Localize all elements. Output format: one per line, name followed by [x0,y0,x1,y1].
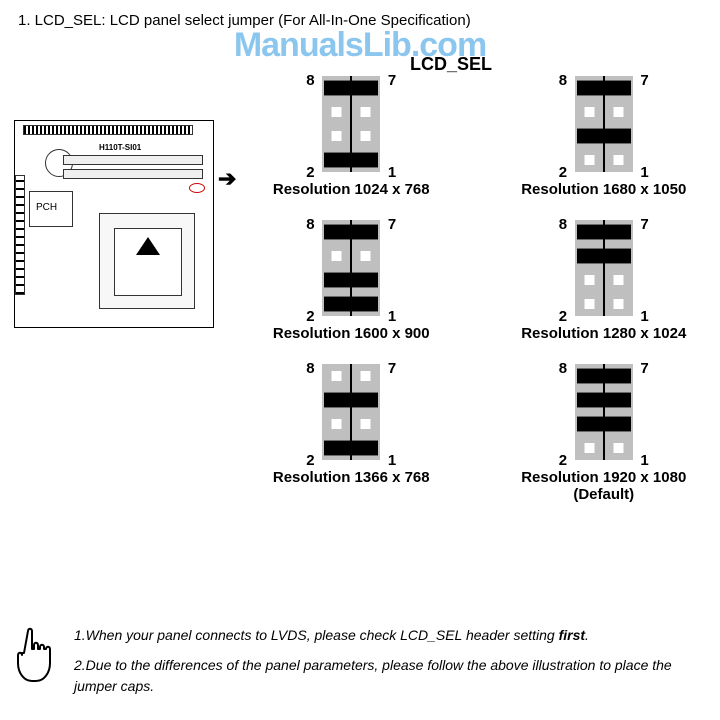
pin-label: 1 [640,164,648,181]
pin-label: 8 [306,360,314,377]
pin-label: 8 [306,216,314,233]
resolution-label: Resolution 1366 x 768 [255,469,448,486]
section-label: LCD_SEL [410,54,492,75]
notes-block: 1.When your panel connects to LVDS, plea… [14,625,694,706]
pin-label: 1 [388,308,396,325]
pin-label: 7 [640,72,648,89]
jumper-location-mark [189,183,205,193]
pin-label: 2 [306,452,314,469]
pin-label: 1 [388,164,396,181]
jumper-config: 8721Resolution 1366 x 768 [255,364,448,503]
note-line-2: 2.Due to the differences of the panel pa… [74,655,694,696]
pin-label: 7 [640,216,648,233]
pin-label: 2 [559,452,567,469]
resolution-label: Resolution 1280 x 1024 [508,325,701,342]
resolution-sub-label: (Default) [508,486,701,503]
pin-label: 7 [388,216,396,233]
jumper-config: 8721Resolution 1024 x 768 [255,76,448,198]
resolution-label: Resolution 1680 x 1050 [508,181,701,198]
pin-label: 2 [559,308,567,325]
pin-label: 7 [388,72,396,89]
pointing-hand-icon [14,625,60,706]
pin-label: 1 [640,308,648,325]
note-line-1: 1.When your panel connects to LVDS, plea… [74,625,694,645]
arrow-icon: ➔ [218,166,236,192]
pin-label: 8 [559,72,567,89]
pin-label: 1 [640,452,648,469]
jumper-config: 8721Resolution 1920 x 1080(Default) [508,364,701,503]
pin-label: 2 [306,308,314,325]
pin-label: 8 [306,72,314,89]
motherboard-diagram: H110T-SI01 [14,120,214,328]
pin-label: 2 [559,164,567,181]
pin-label: 8 [559,360,567,377]
mobo-model-label: H110T-SI01 [99,143,141,152]
pin-label: 2 [306,164,314,181]
jumper-config: 8721Resolution 1280 x 1024 [508,220,701,342]
resolution-label: Resolution 1600 x 900 [255,325,448,342]
pin-label: 7 [640,360,648,377]
jumper-config: 8721Resolution 1600 x 900 [255,220,448,342]
pin-label: 8 [559,216,567,233]
jumper-config: 8721Resolution 1680 x 1050 [508,76,701,198]
pin-label: 7 [388,360,396,377]
resolution-label: Resolution 1920 x 1080 [508,469,701,486]
resolution-label: Resolution 1024 x 768 [255,181,448,198]
pin-label: 1 [388,452,396,469]
jumper-config-grid: 8721Resolution 1024 x 7688721Resolution … [255,76,700,503]
